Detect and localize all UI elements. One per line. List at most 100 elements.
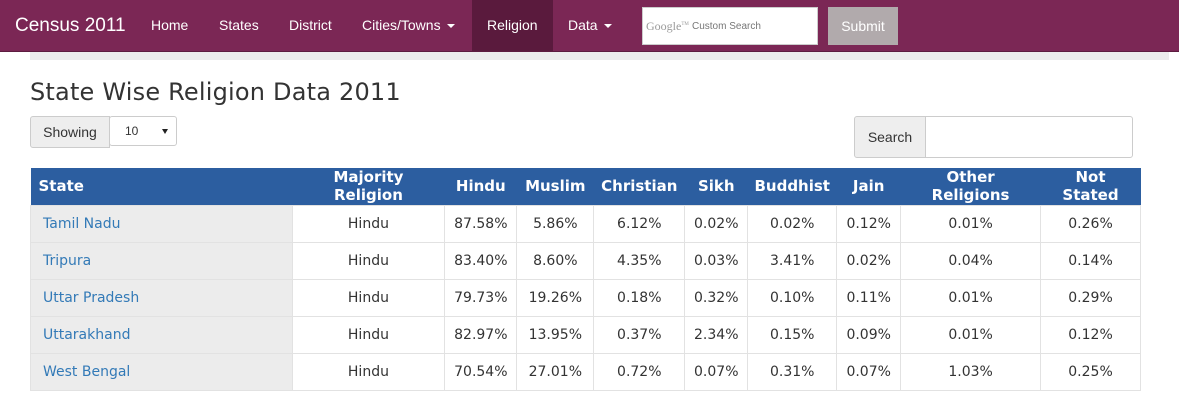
majority-religion-cell: Hindu <box>291 241 446 280</box>
hindu-cell: 79.73% <box>444 278 518 317</box>
christian-cell: 4.35% <box>593 241 686 280</box>
hindu-cell: 87.58% <box>444 204 518 243</box>
sikh-cell: 0.32% <box>684 278 749 317</box>
column-header-christian[interactable]: Christian <box>593 168 685 205</box>
jain-cell: 0.12% <box>836 204 902 243</box>
nav-district-label: District <box>289 17 332 33</box>
state-link[interactable]: Uttar Pradesh <box>43 289 140 306</box>
hindu-cell: 83.40% <box>444 241 518 280</box>
christian-cell: 6.12% <box>593 204 686 243</box>
jain-cell: 0.09% <box>836 315 902 354</box>
sikh-cell: 0.03% <box>684 241 749 280</box>
buddhist-cell: 3.41% <box>747 241 838 280</box>
jain-cell: 0.07% <box>836 352 902 391</box>
top-navbar: Census 2011 Home States District Cities/… <box>0 0 1179 52</box>
table-row: Uttarakhand Hindu 82.97% 13.95% 0.37% 2.… <box>30 315 1141 354</box>
nav-home[interactable]: Home <box>136 0 203 51</box>
column-header-sikh[interactable]: Sikh <box>684 168 748 205</box>
nav-states-label: States <box>219 17 259 33</box>
nav-religion[interactable]: Religion <box>472 0 553 51</box>
caret-down-icon <box>446 24 455 29</box>
state-cell: Uttar Pradesh <box>30 278 293 317</box>
jain-cell: 0.02% <box>836 241 902 280</box>
table-header-row: State Majority Religion Hindu Muslim Chr… <box>30 168 1141 205</box>
column-header-muslim[interactable]: Muslim <box>516 168 594 205</box>
table-row: Tamil Nadu Hindu 87.58% 5.86% 6.12% 0.02… <box>30 204 1141 243</box>
entries-per-page-value: 10 <box>125 124 139 138</box>
brand-logo[interactable]: Census 2011 <box>15 15 126 36</box>
google-logo-text: Google <box>646 19 682 33</box>
nav-cities-towns[interactable]: Cities/Towns <box>347 0 470 51</box>
header-divider <box>30 52 1169 60</box>
not-stated-cell: 0.25% <box>1040 352 1141 391</box>
column-header-hindu[interactable]: Hindu <box>444 168 517 205</box>
state-cell: Tripura <box>30 241 293 280</box>
submit-button[interactable]: Submit <box>828 7 898 45</box>
showing-label: Showing <box>30 116 110 148</box>
google-tm-icon: TM <box>681 22 689 27</box>
not-stated-cell: 0.29% <box>1040 278 1141 317</box>
column-header-jain[interactable]: Jain <box>836 168 901 205</box>
hindu-cell: 82.97% <box>444 315 518 354</box>
buddhist-cell: 0.10% <box>747 278 838 317</box>
table-row: Uttar Pradesh Hindu 79.73% 19.26% 0.18% … <box>30 278 1141 317</box>
sikh-cell: 2.34% <box>684 315 749 354</box>
state-cell: Uttarakhand <box>30 315 293 354</box>
table-row: West Bengal Hindu 70.54% 27.01% 0.72% 0.… <box>30 352 1141 391</box>
other-religions-cell: 0.04% <box>900 241 1042 280</box>
buddhist-cell: 0.31% <box>747 352 838 391</box>
nav-district[interactable]: District <box>274 0 347 51</box>
select-arrow-icon <box>162 129 168 134</box>
nav-religion-label: Religion <box>487 17 538 33</box>
table-search-label: Search <box>854 116 926 158</box>
majority-religion-cell: Hindu <box>291 315 446 354</box>
other-religions-cell: 0.01% <box>900 278 1042 317</box>
muslim-cell: 27.01% <box>516 352 595 391</box>
buddhist-cell: 0.02% <box>747 204 838 243</box>
caret-down-icon <box>603 24 612 29</box>
majority-religion-cell: Hindu <box>291 278 446 317</box>
entries-per-page-select[interactable]: 10 <box>109 116 177 146</box>
christian-cell: 0.72% <box>593 352 686 391</box>
nav-cities-towns-label: Cities/Towns <box>362 17 441 33</box>
christian-cell: 0.18% <box>593 278 686 317</box>
majority-religion-cell: Hindu <box>291 352 446 391</box>
not-stated-cell: 0.26% <box>1040 204 1141 243</box>
google-logo: GoogleTM <box>646 19 689 34</box>
table-search-input[interactable] <box>925 116 1133 158</box>
state-link[interactable]: West Bengal <box>43 363 131 380</box>
custom-search-placeholder: Custom Search <box>692 21 761 32</box>
table-row: Tripura Hindu 83.40% 8.60% 4.35% 0.03% 3… <box>30 241 1141 280</box>
state-link[interactable]: Tripura <box>43 252 92 269</box>
nav-data-label: Data <box>568 17 598 33</box>
muslim-cell: 13.95% <box>516 315 595 354</box>
column-header-buddhist[interactable]: Buddhist <box>747 168 837 205</box>
sikh-cell: 0.02% <box>684 204 749 243</box>
other-religions-cell: 1.03% <box>900 352 1042 391</box>
column-header-other-religions[interactable]: Other Religions <box>900 168 1041 205</box>
nav-home-label: Home <box>151 17 189 33</box>
state-link[interactable]: Uttarakhand <box>43 326 131 343</box>
jain-cell: 0.11% <box>836 278 902 317</box>
other-religions-cell: 0.01% <box>900 315 1042 354</box>
column-header-majority-religion[interactable]: Majority Religion <box>292 168 445 205</box>
state-cell: West Bengal <box>30 352 293 391</box>
buddhist-cell: 0.15% <box>747 315 838 354</box>
muslim-cell: 5.86% <box>516 204 595 243</box>
custom-search-input[interactable]: GoogleTM Custom Search <box>642 7 818 45</box>
muslim-cell: 19.26% <box>516 278 595 317</box>
page-title: State Wise Religion Data 2011 <box>30 78 401 106</box>
state-link[interactable]: Tamil Nadu <box>43 215 121 232</box>
column-header-state[interactable]: State <box>30 168 293 205</box>
hindu-cell: 70.54% <box>444 352 518 391</box>
muslim-cell: 8.60% <box>516 241 595 280</box>
column-header-not-stated[interactable]: Not Stated <box>1040 168 1141 205</box>
sikh-cell: 0.07% <box>684 352 749 391</box>
christian-cell: 0.37% <box>593 315 686 354</box>
not-stated-cell: 0.14% <box>1040 241 1141 280</box>
other-religions-cell: 0.01% <box>900 204 1042 243</box>
not-stated-cell: 0.12% <box>1040 315 1141 354</box>
state-cell: Tamil Nadu <box>30 204 293 243</box>
nav-data[interactable]: Data <box>553 0 627 51</box>
nav-states[interactable]: States <box>204 0 274 51</box>
